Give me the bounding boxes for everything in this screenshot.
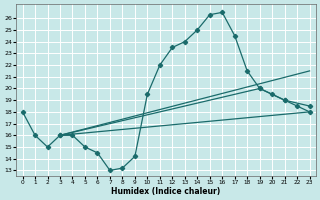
X-axis label: Humidex (Indice chaleur): Humidex (Indice chaleur) [111,187,221,196]
